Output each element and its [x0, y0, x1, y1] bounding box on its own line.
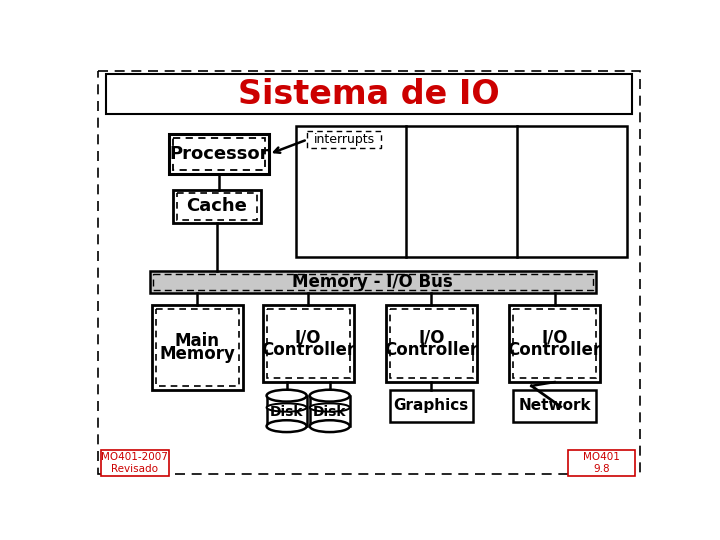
- Ellipse shape: [310, 420, 350, 432]
- Bar: [509, 305, 600, 382]
- Text: Graphics: Graphics: [394, 399, 469, 414]
- Bar: [106, 74, 632, 114]
- Text: Disk: Disk: [313, 406, 346, 420]
- Text: MO401-2007: MO401-2007: [102, 452, 168, 462]
- Ellipse shape: [266, 390, 307, 402]
- Text: Cache: Cache: [186, 198, 248, 215]
- Text: interrupts: interrupts: [313, 133, 374, 146]
- Text: MO401: MO401: [583, 452, 620, 462]
- Ellipse shape: [266, 420, 307, 432]
- Text: Main: Main: [175, 332, 220, 350]
- Bar: [156, 309, 239, 386]
- Text: Controller: Controller: [261, 341, 355, 360]
- Bar: [296, 126, 627, 257]
- Text: Processor: Processor: [169, 145, 269, 163]
- Bar: [266, 309, 350, 378]
- Bar: [513, 390, 596, 422]
- Text: Network: Network: [518, 399, 591, 414]
- Bar: [153, 274, 593, 289]
- Bar: [390, 309, 473, 378]
- Text: I/O: I/O: [295, 328, 321, 346]
- Text: Sistema de IO: Sistema de IO: [238, 78, 500, 111]
- Bar: [152, 305, 243, 390]
- Bar: [567, 450, 636, 476]
- Text: Revisado: Revisado: [112, 464, 158, 474]
- Bar: [173, 138, 265, 170]
- Bar: [173, 190, 261, 224]
- Bar: [176, 193, 257, 220]
- Ellipse shape: [310, 390, 350, 402]
- Text: Controller: Controller: [384, 341, 478, 360]
- Text: I/O: I/O: [418, 328, 445, 346]
- Bar: [263, 305, 354, 382]
- Bar: [168, 134, 269, 174]
- Bar: [390, 390, 473, 422]
- Text: I/O: I/O: [541, 328, 568, 346]
- Bar: [266, 396, 307, 426]
- Bar: [386, 305, 477, 382]
- Ellipse shape: [310, 403, 350, 411]
- Bar: [513, 309, 596, 378]
- Ellipse shape: [266, 403, 307, 411]
- Text: 9.8: 9.8: [593, 464, 610, 474]
- Text: Controller: Controller: [508, 341, 602, 360]
- Bar: [310, 396, 350, 426]
- Bar: [150, 271, 596, 293]
- Text: Disk: Disk: [270, 406, 303, 420]
- Bar: [307, 131, 381, 148]
- Bar: [101, 450, 168, 476]
- Text: Memory - I/O Bus: Memory - I/O Bus: [292, 273, 453, 291]
- Text: Memory: Memory: [159, 345, 235, 363]
